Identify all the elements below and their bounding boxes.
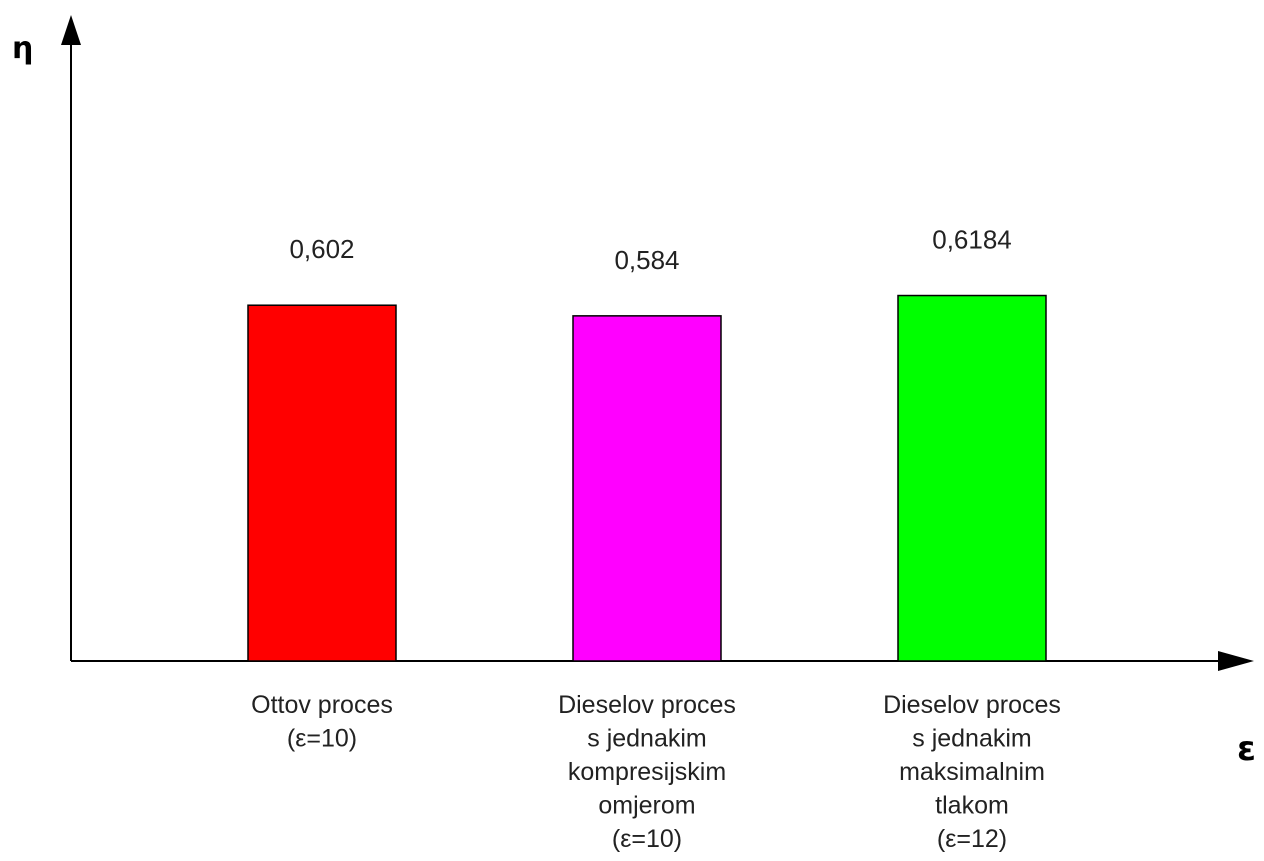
bar-3 [897,294,1047,662]
bars-group: 0,602 Ottov proces (ε=10) 0,584 Dieselov pro… [247,225,1061,853]
y-axis-arrow [61,15,81,45]
category-label-1: Ottov proces (ε=10) [251,691,393,753]
bar-2 [572,315,722,662]
x-axis-label: ε [1237,729,1256,769]
value-label-1: 0,602 [289,234,354,264]
y-axis-label: η [12,31,33,66]
value-label-2: 0,584 [614,245,679,275]
x-axis-arrow [1218,651,1254,671]
category-label-2: Dieselov proces s jednakim kompresijskim om… [558,691,736,853]
value-label-3: 0,6184 [932,225,1012,255]
category-label-3: Dieselov proces s jednakim maksimalnim tlak… [883,691,1061,853]
bar-1 [247,304,397,662]
